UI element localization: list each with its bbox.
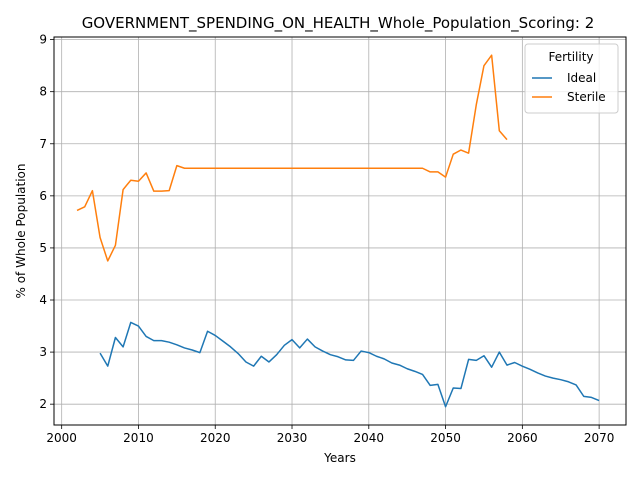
x-tick-label: 2040	[354, 431, 385, 445]
x-axis-label: Years	[323, 451, 356, 465]
y-tick-label: 7	[39, 137, 47, 151]
chart-title: GOVERNMENT_SPENDING_ON_HEALTH_Whole_Popu…	[82, 14, 595, 33]
x-tick-label: 2000	[46, 431, 77, 445]
x-tick-label: 2030	[277, 431, 308, 445]
series-line-sterile	[76, 54, 508, 262]
x-tick-label: 2050	[430, 431, 461, 445]
x-tick-label: 2070	[584, 431, 615, 445]
y-tick-label: 9	[39, 33, 47, 47]
y-axis-label: % of Whole Population	[14, 164, 28, 299]
legend-label-ideal: Ideal	[567, 71, 596, 85]
y-tick-label: 6	[39, 189, 47, 203]
y-tick-label: 3	[39, 345, 47, 359]
y-tick-label: 2	[39, 397, 47, 411]
y-tick-label: 8	[39, 85, 47, 99]
y-tick-label: 4	[39, 293, 47, 307]
legend-label-sterile: Sterile	[567, 90, 606, 104]
series-line-ideal	[99, 321, 600, 408]
legend-title: Fertility	[548, 50, 593, 64]
y-tick-label: 5	[39, 241, 47, 255]
ticks: 2000 2010 2020 2030 2040 2050 2060 2070 2 3 4 5 6 7 8 9	[39, 33, 614, 445]
x-tick-label: 2060	[507, 431, 538, 445]
x-tick-label: 2020	[200, 431, 231, 445]
x-tick-label: 2010	[123, 431, 154, 445]
series-group	[76, 54, 600, 408]
legend: Fertility Ideal Sterile	[524, 43, 619, 114]
legend-box	[524, 43, 619, 114]
plot-frame	[53, 36, 627, 426]
